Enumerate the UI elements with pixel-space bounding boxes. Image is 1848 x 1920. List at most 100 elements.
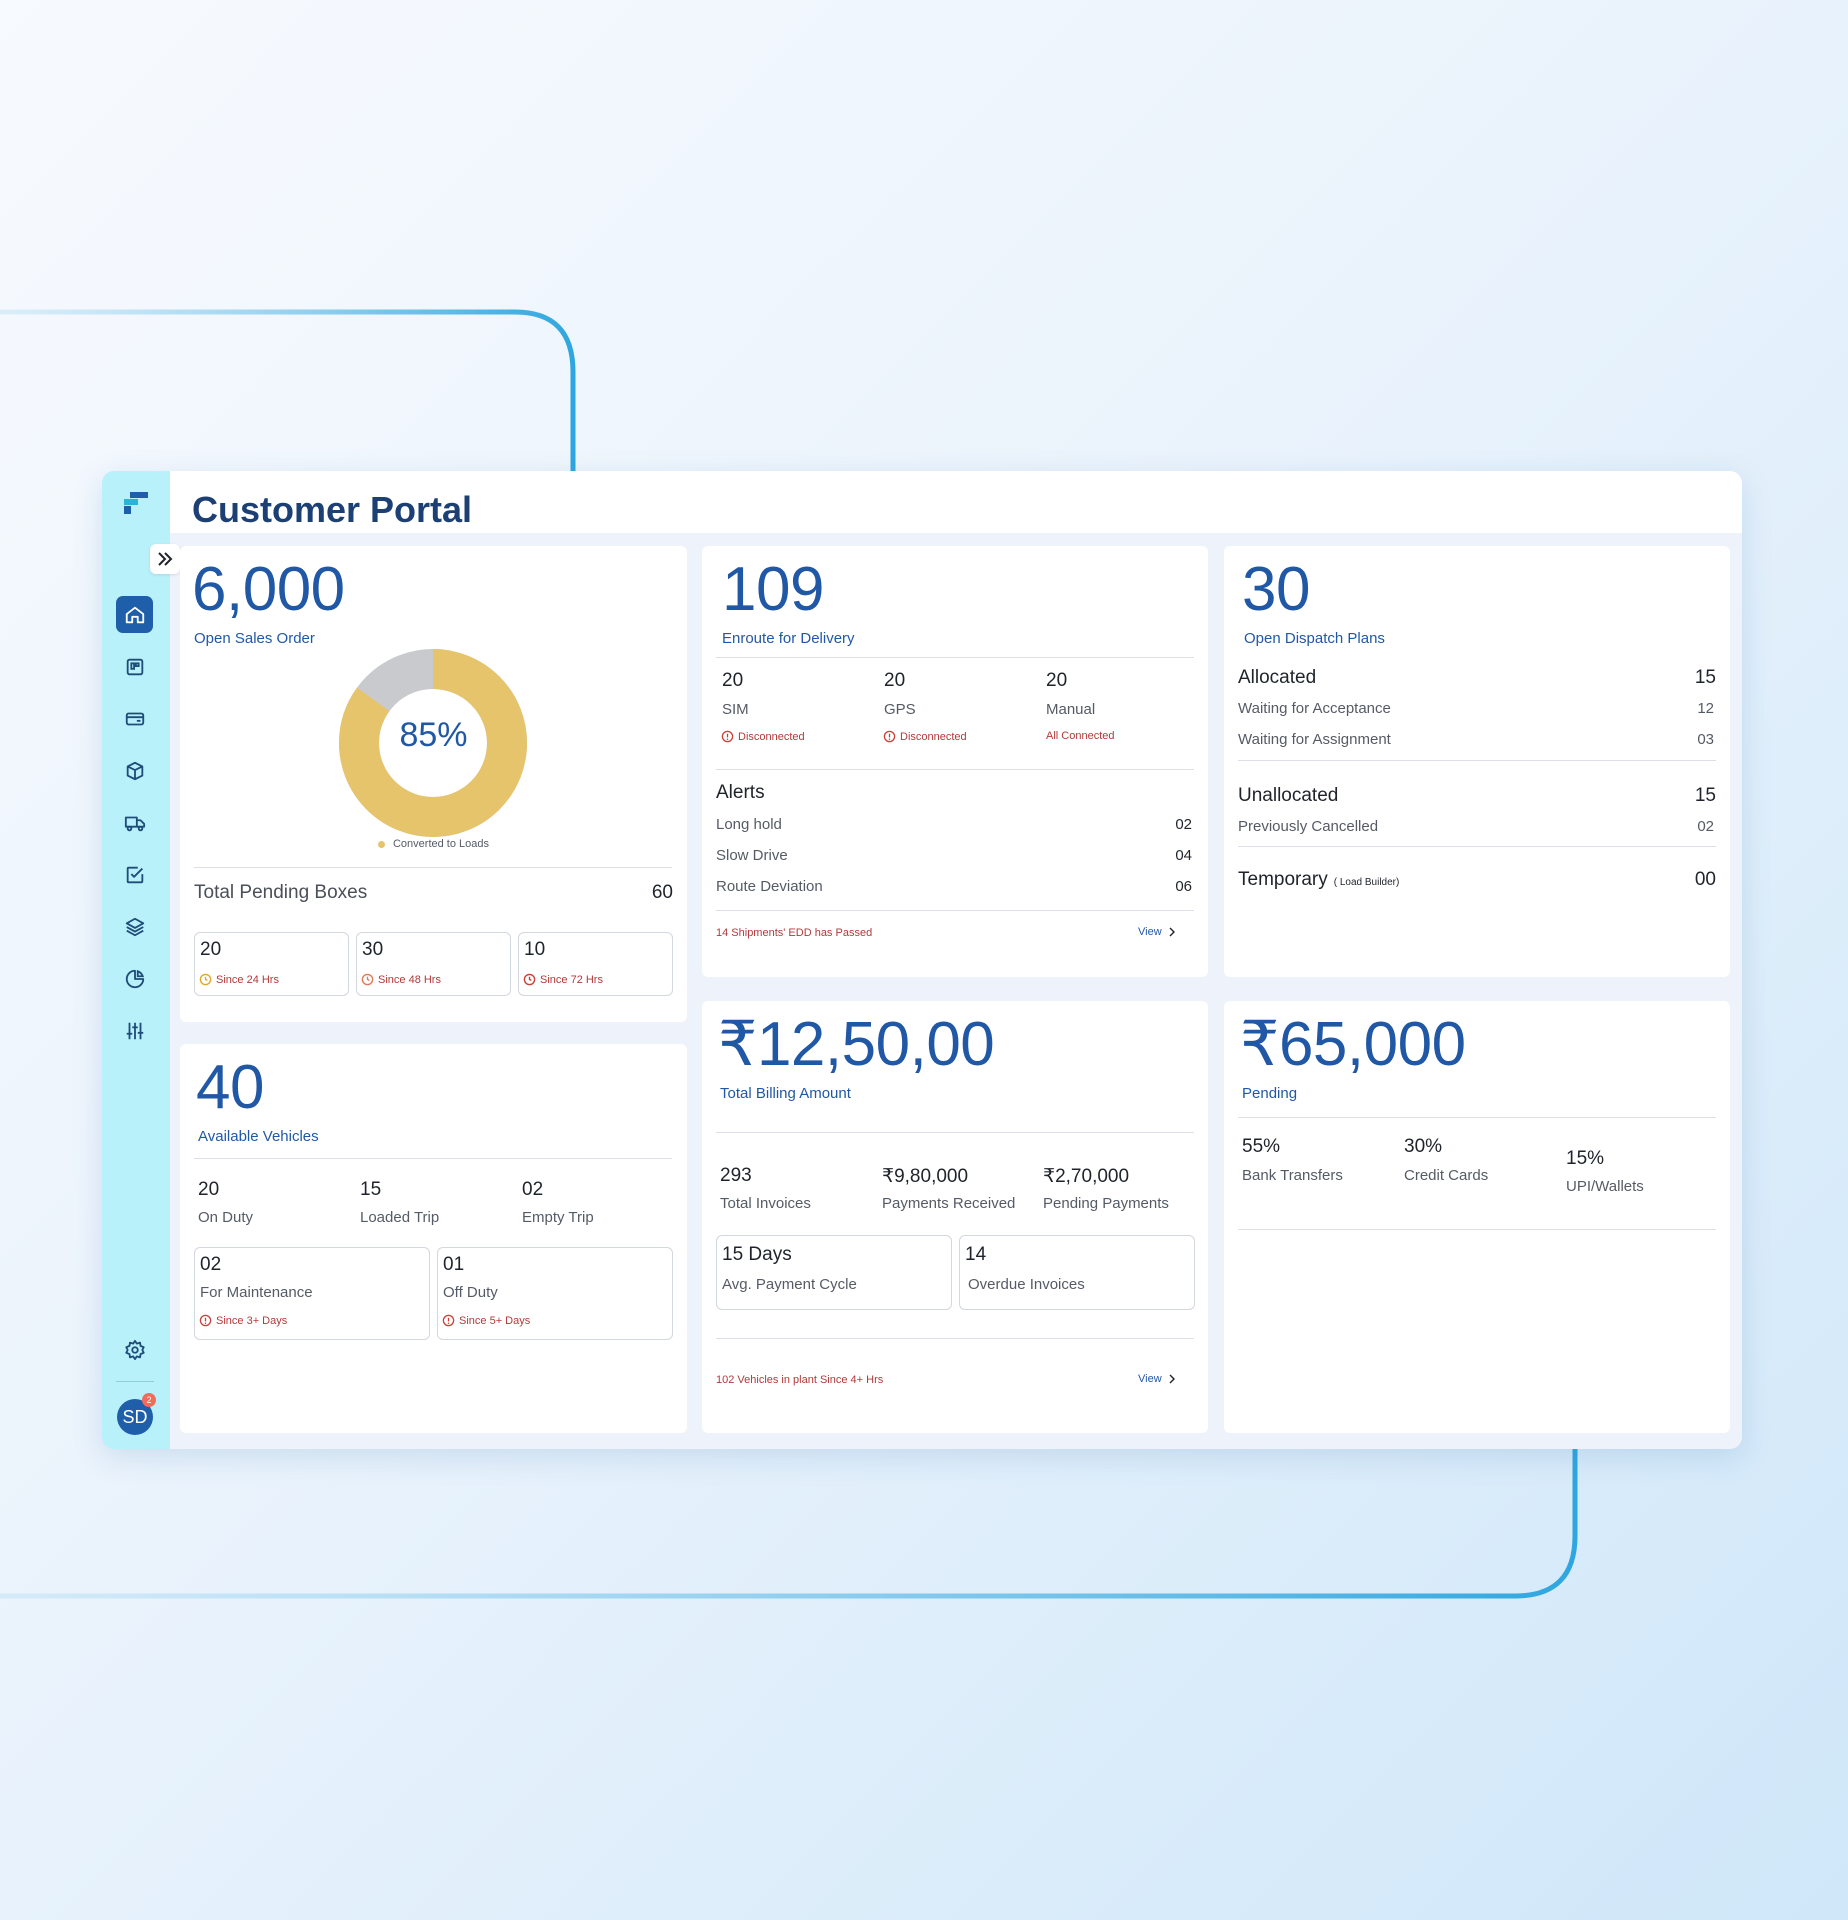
divider — [716, 657, 1194, 658]
sidebar-item-home[interactable] — [116, 596, 153, 633]
sidebar-item-vehicles[interactable] — [116, 804, 153, 841]
pending-boxes-label: Total Pending Boxes — [194, 882, 368, 903]
dispatch-row-value: 03 — [1697, 731, 1714, 748]
legend-label: Converted to Loads — [392, 838, 489, 850]
sidebar-item-orders[interactable] — [116, 752, 153, 789]
donut-legend: Converted to Loads — [180, 838, 687, 850]
alert-label: Long hold — [716, 816, 782, 833]
pending-stat-value: 30% — [1404, 1136, 1443, 1157]
dispatch-label: Open Dispatch Plans — [1244, 630, 1385, 647]
pending-box-value: 30 — [362, 939, 384, 960]
sidebar-item-filters[interactable] — [116, 1012, 153, 1049]
maintenance-label: For Maintenance — [200, 1284, 313, 1301]
payment-cycle-box[interactable]: 15 Days Avg. Payment Cycle — [716, 1235, 952, 1310]
dispatch-row-value: 12 — [1697, 700, 1714, 717]
dispatch-row-value: 02 — [1697, 818, 1714, 835]
device-stat-label: GPS — [884, 701, 916, 718]
divider — [716, 910, 1194, 911]
vehicles-card: 40 Available Vehicles 20 On Duty 15 Load… — [180, 1044, 687, 1433]
billing-stat-value: ₹9,80,000 — [882, 1166, 969, 1187]
pie-chart-icon — [125, 969, 144, 988]
vehicles-in-plant-note: 102 Vehicles in plant Since 4+ Hrs — [716, 1374, 884, 1386]
billing-label: Total Billing Amount — [720, 1085, 851, 1102]
page-title: Customer Portal — [192, 489, 473, 530]
temporary-label: Temporary — [1238, 869, 1328, 890]
billing-stat-label: Total Invoices — [720, 1195, 811, 1212]
truck-icon — [124, 816, 145, 831]
divider — [716, 769, 1194, 770]
vehicle-stat-value: 20 — [198, 1179, 220, 1200]
enroute-label: Enroute for Delivery — [722, 630, 855, 647]
sidebar-item-reports[interactable] — [116, 960, 153, 997]
unallocated-label: Unallocated — [1238, 785, 1339, 806]
divider — [1238, 1229, 1716, 1230]
billing-stat-label: Pending Payments — [1043, 1195, 1169, 1212]
temporary-note: ( Load Builder) — [1333, 877, 1400, 888]
payment-cycle-value: 15 Days — [722, 1244, 792, 1265]
expand-sidebar-button[interactable] — [150, 544, 180, 574]
pending-box-value: 10 — [524, 939, 546, 960]
billing-view-link[interactable]: View — [1138, 1373, 1176, 1385]
pending-box[interactable]: 20 Since 24 Hrs — [194, 932, 349, 996]
package-icon — [126, 761, 143, 780]
sidebar-item-tasks[interactable] — [116, 856, 153, 893]
overdue-invoices-box[interactable]: 14 Overdue Invoices — [959, 1235, 1195, 1310]
pending-boxes-value: 60 — [651, 882, 673, 903]
device-stat-value: 20 — [1046, 670, 1068, 691]
device-stat-value: 20 — [884, 670, 906, 691]
pending-stat-label: Bank Transfers — [1242, 1167, 1343, 1184]
header — [170, 471, 1742, 533]
sales-donut-chart — [339, 649, 527, 837]
settings-button[interactable] — [116, 1331, 153, 1368]
divider — [1238, 760, 1716, 761]
dispatch-value: 30 — [1242, 555, 1310, 624]
vehicle-stat-value: 15 — [360, 1179, 382, 1200]
board-icon — [126, 658, 143, 675]
pending-box-note: Since 24 Hrs — [199, 973, 279, 986]
billing-stat-value: ₹2,70,000 — [1043, 1166, 1130, 1187]
pending-box-note: Since 48 Hrs — [361, 973, 441, 986]
vehicle-stat-value: 02 — [522, 1179, 544, 1200]
alert-value: 02 — [1175, 816, 1192, 833]
alert-circle-icon — [442, 1314, 455, 1327]
vehicle-stat-label: Loaded Trip — [360, 1209, 440, 1226]
pending-stat-value: 15% — [1566, 1148, 1605, 1169]
sales-order-label: Open Sales Order — [194, 630, 315, 647]
sidebar: SD 2 — [102, 471, 170, 1449]
chevron-right-icon — [1169, 1374, 1175, 1384]
billing-stat-value: 293 — [720, 1165, 752, 1186]
pending-box[interactable]: 30 Since 48 Hrs — [356, 932, 511, 996]
alert-value: 04 — [1175, 847, 1192, 864]
overdue-invoices-value: 14 — [965, 1244, 987, 1265]
gear-icon — [124, 1339, 145, 1360]
off-duty-value: 01 — [443, 1254, 465, 1275]
pending-label: Pending — [1242, 1085, 1298, 1102]
card-icon — [125, 712, 144, 725]
sidebar-item-board[interactable] — [116, 648, 153, 685]
enroute-view-link[interactable]: View — [1138, 926, 1176, 938]
home-icon — [125, 606, 144, 623]
sidebar-item-layers[interactable] — [116, 908, 153, 945]
off-duty-box[interactable]: 01 Off Duty Since 5+ Days — [437, 1247, 673, 1340]
pending-box[interactable]: 10 Since 72 Hrs — [518, 932, 673, 996]
alert-label: Route Deviation — [716, 878, 823, 895]
checkbox-icon — [126, 866, 143, 883]
allocated-label: Allocated — [1238, 667, 1317, 688]
device-stat-label: Manual — [1046, 701, 1096, 718]
app-window: SD 2 Customer Portal 6,000 Open Sales Or… — [102, 471, 1742, 1449]
billing-stat-label: Payments Received — [882, 1195, 1016, 1212]
temporary-value: 00 — [1694, 869, 1716, 890]
enroute-value: 109 — [722, 555, 824, 624]
unallocated-value: 15 — [1694, 785, 1716, 806]
divider — [716, 1132, 1194, 1133]
maintenance-box[interactable]: 02 For Maintenance Since 3+ Days — [194, 1247, 430, 1340]
pending-box-note: Since 72 Hrs — [523, 973, 603, 986]
divider — [194, 1158, 672, 1159]
alert-label: Slow Drive — [716, 847, 788, 864]
sliders-icon — [126, 1022, 143, 1039]
overdue-invoices-label: Overdue Invoices — [968, 1276, 1085, 1293]
device-stat-label: SIM — [722, 701, 749, 718]
vehicle-stat-label: On Duty — [198, 1209, 254, 1226]
dispatch-row-label: Waiting for Acceptance — [1238, 700, 1391, 717]
sidebar-item-billing[interactable] — [116, 700, 153, 737]
